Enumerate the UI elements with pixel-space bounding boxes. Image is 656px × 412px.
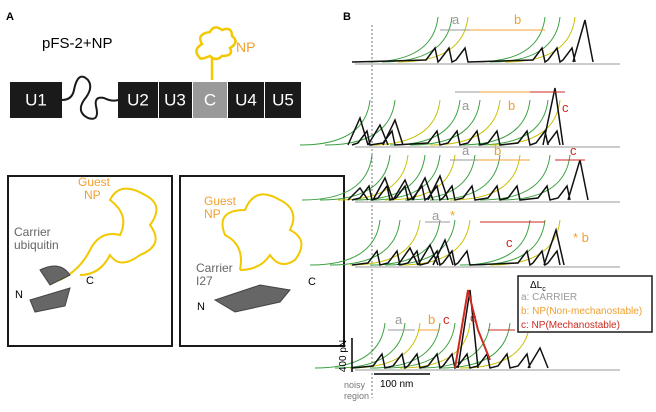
carrier-structure xyxy=(213,284,291,313)
fit-curve xyxy=(369,322,441,369)
inset-box xyxy=(7,175,173,347)
fit-curve xyxy=(404,154,476,201)
carrier-label: ubiquitin xyxy=(14,238,59,252)
legend-subscript: c xyxy=(542,286,546,293)
legend-title: ΔLc xyxy=(530,280,546,293)
mechanostable-peak xyxy=(454,289,491,369)
guest-label: Guest xyxy=(204,194,237,208)
segment-label: a xyxy=(395,312,403,327)
legend-item: a: CARRIER xyxy=(521,292,577,303)
fit-curve xyxy=(381,16,453,63)
force-scale: 400 pN xyxy=(338,340,349,372)
domain-label: U2 xyxy=(127,90,149,109)
fit-curve xyxy=(299,99,371,146)
segment-label: b xyxy=(508,98,515,113)
segment-label: a xyxy=(462,143,470,158)
n-terminus: N xyxy=(15,289,23,301)
construct-title: pFS-2+NP xyxy=(42,35,112,52)
force-trace xyxy=(347,159,589,202)
segment-label: c xyxy=(443,312,450,327)
c-terminus: C xyxy=(86,275,94,287)
fit-curve xyxy=(369,99,441,146)
carrier-label: Carrier xyxy=(14,225,51,239)
traces xyxy=(299,16,620,371)
guest-np xyxy=(59,187,158,281)
fit-curve xyxy=(349,219,421,266)
force-trace xyxy=(351,19,594,64)
domain-box xyxy=(228,82,264,118)
fit-curve xyxy=(409,99,481,146)
guest-label: NP xyxy=(204,207,221,221)
fit-curve xyxy=(419,322,491,369)
segment-label: c xyxy=(470,310,477,325)
domain-box xyxy=(10,82,62,118)
segment-label: c xyxy=(562,100,569,115)
domain-box xyxy=(118,82,158,118)
fit-curve xyxy=(301,154,373,201)
segment-label: b xyxy=(428,312,435,327)
legend-symbol: ΔL xyxy=(530,280,543,291)
fit-curve xyxy=(367,16,439,63)
unfolded-linker xyxy=(61,75,119,120)
domain-label: C xyxy=(204,90,216,109)
fit-curve xyxy=(459,99,531,146)
fit-curve xyxy=(449,154,521,201)
domain-box xyxy=(265,82,301,118)
panel-label: B xyxy=(343,11,351,23)
segment-label: a xyxy=(432,208,440,223)
legend-item: c: NP(Mechanostable) xyxy=(521,320,620,331)
guest-label: NP xyxy=(84,188,101,202)
domain-label: U5 xyxy=(272,90,294,109)
segment-label: a xyxy=(462,98,470,113)
carrier-structure xyxy=(29,265,71,313)
guest-label: Guest xyxy=(78,175,111,189)
carrier-label: Carrier xyxy=(196,261,233,275)
segment-label: b xyxy=(514,12,521,27)
fit-curve xyxy=(314,322,386,369)
segment-label: c xyxy=(570,143,577,158)
legend xyxy=(517,275,653,333)
legend-item: b: NP(Non-mechanostable) xyxy=(521,306,642,317)
carrier-label: I27 xyxy=(196,274,213,288)
domain-label: U4 xyxy=(235,90,257,109)
np-label: NP xyxy=(236,39,255,55)
fit-curve xyxy=(439,322,511,369)
segment-label: * b xyxy=(573,230,589,245)
segment-label: a xyxy=(452,12,460,27)
n-terminus: N xyxy=(197,301,205,313)
noisy-label: noisy xyxy=(344,380,366,390)
fit-curve xyxy=(489,16,561,63)
fit-curve xyxy=(329,219,401,266)
force-trace xyxy=(351,289,549,370)
fit-curve xyxy=(429,154,501,201)
domain-box xyxy=(193,82,227,118)
domain-box xyxy=(159,82,192,118)
fit-curve xyxy=(459,219,531,266)
segment-label: c xyxy=(506,235,513,250)
guest-np xyxy=(221,193,303,271)
segment-label: * xyxy=(450,208,455,223)
fit-curve xyxy=(479,154,551,201)
fit-curve xyxy=(474,16,546,63)
fit-curve xyxy=(334,322,406,369)
fit-curve xyxy=(499,154,571,201)
domain-label: U3 xyxy=(164,90,186,109)
force-trace xyxy=(351,227,565,267)
force-trace xyxy=(347,87,564,146)
domain-label: U1 xyxy=(25,90,47,109)
fit-curve xyxy=(309,219,381,266)
panel-label: A xyxy=(6,11,14,23)
length-scale: 100 nm xyxy=(380,379,413,390)
fit-curve xyxy=(369,219,441,266)
c-terminus: C xyxy=(308,276,316,288)
np-squiggle xyxy=(195,26,237,80)
noisy-label: region xyxy=(344,391,369,401)
segment-label: b xyxy=(494,143,501,158)
